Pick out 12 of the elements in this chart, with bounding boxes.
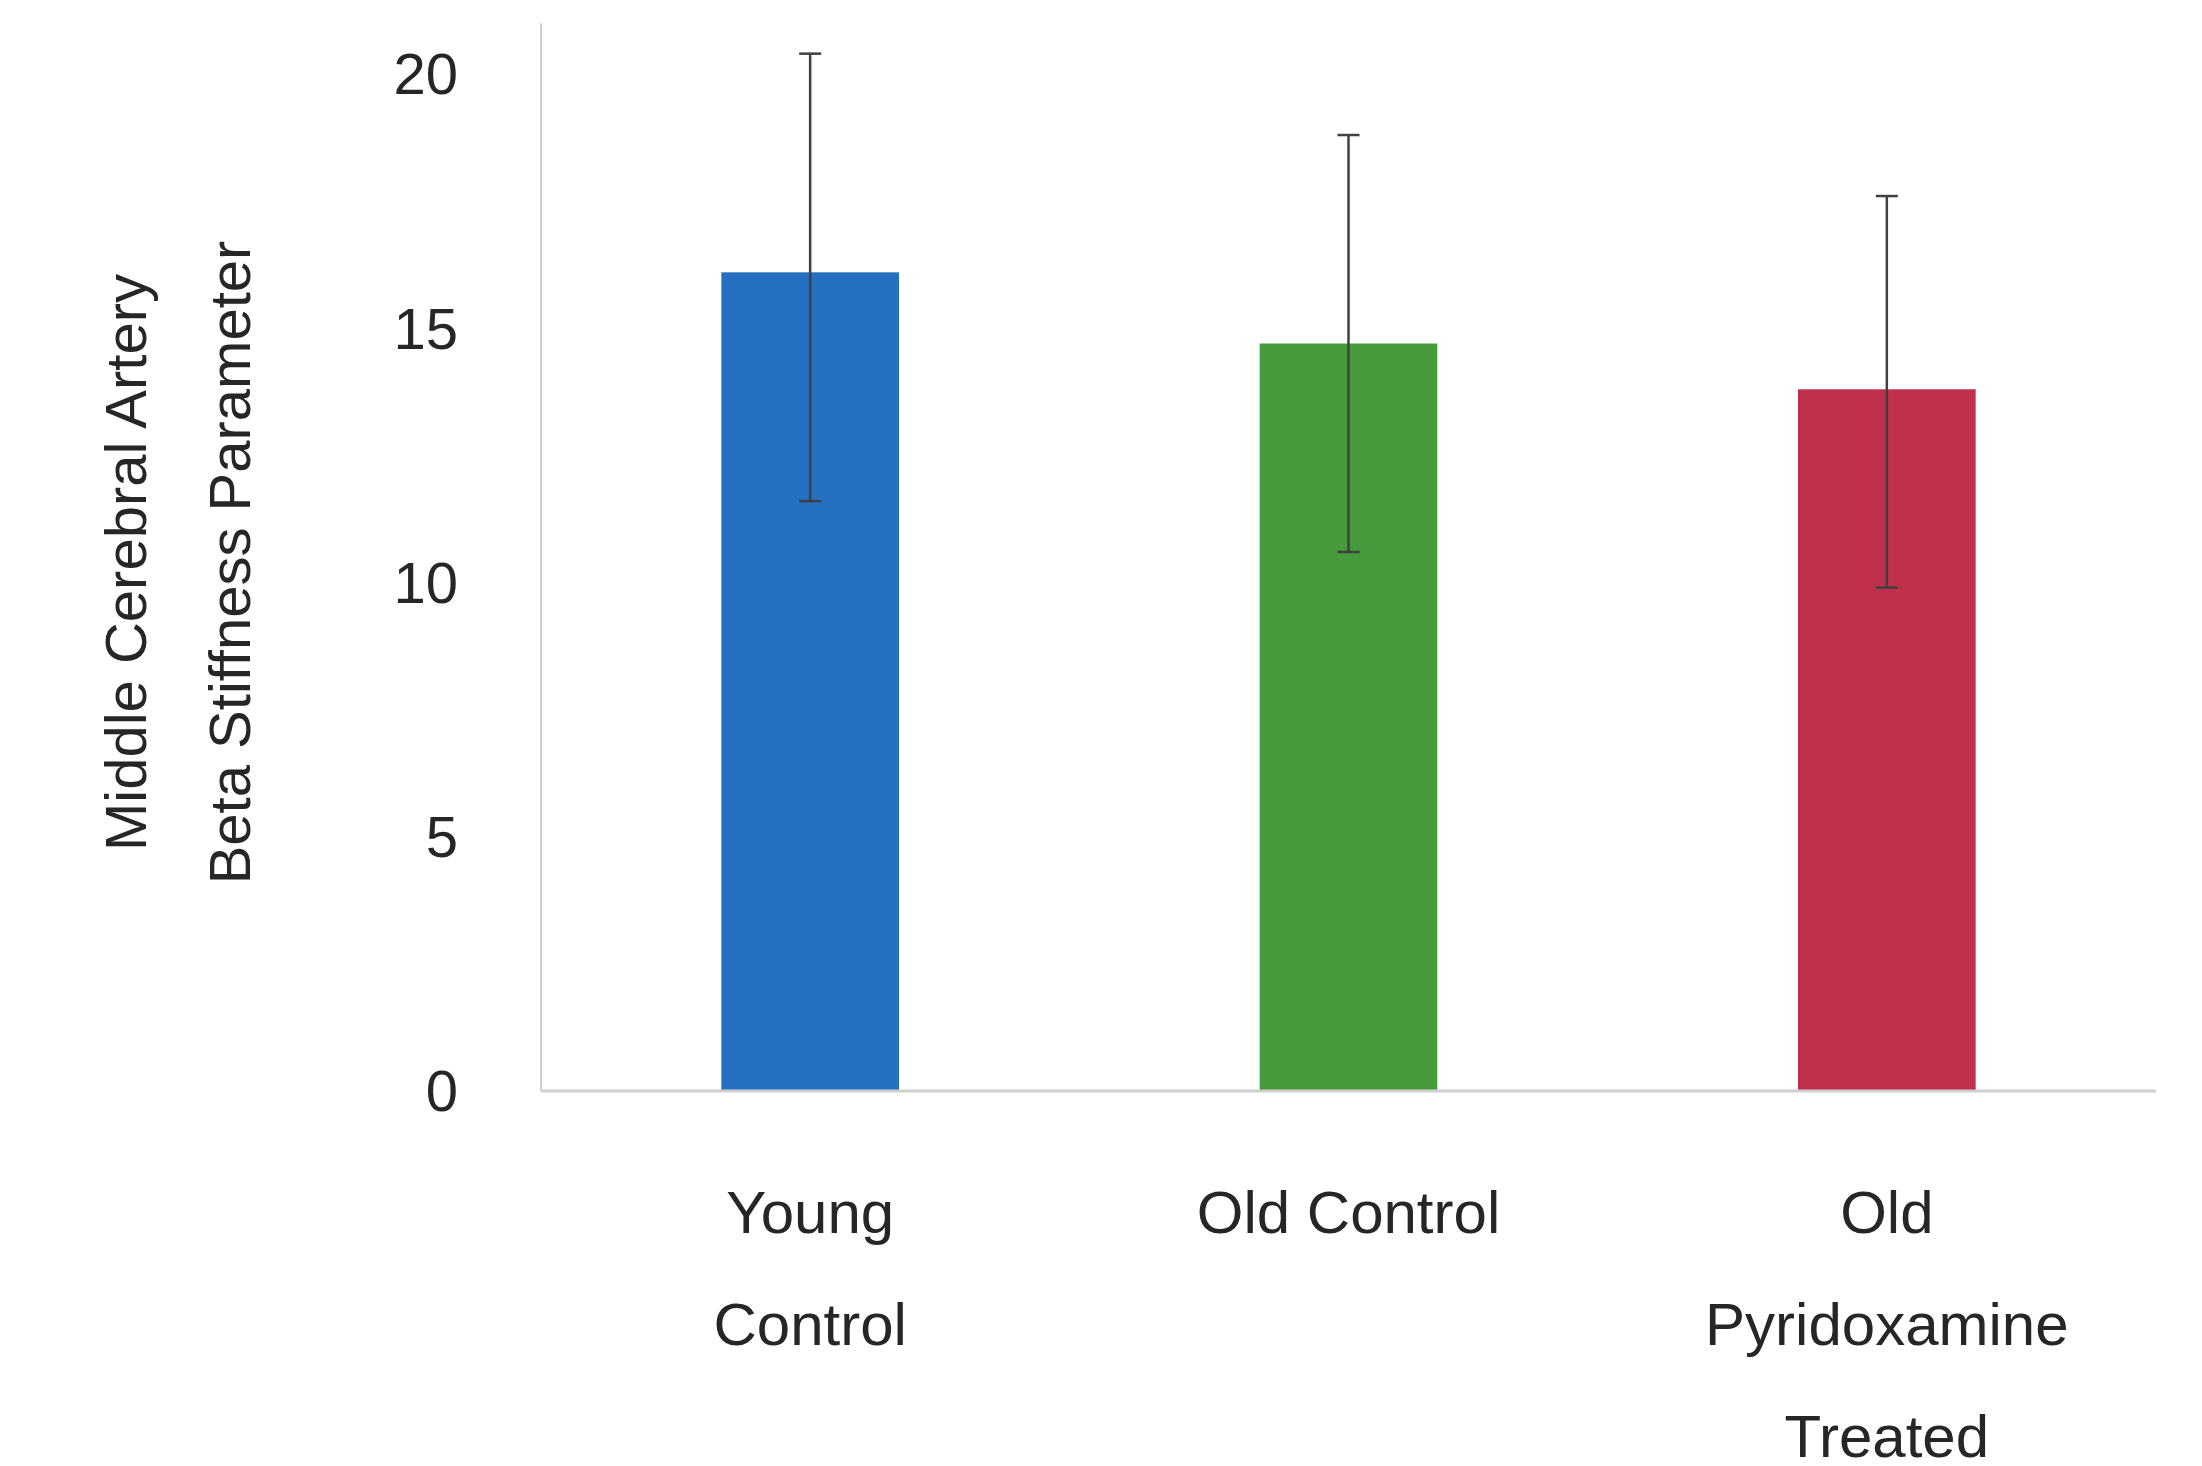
bar bbox=[1259, 343, 1438, 1091]
x-tick-label: Young Control bbox=[713, 1179, 907, 1358]
y-axis-title: Middle Cerebral Artery Beta Stiffness Parameter bbox=[93, 240, 262, 885]
x-tick-label: Old Pyridoxamine Treated bbox=[1705, 1179, 2069, 1466]
y-tick-label: 15 bbox=[393, 295, 458, 361]
y-tick-label: 0 bbox=[425, 1058, 458, 1124]
bar bbox=[721, 272, 899, 1091]
x-tick-label: Old Control bbox=[1196, 1179, 1501, 1246]
y-tick-label: 20 bbox=[393, 41, 458, 107]
bar bbox=[1798, 389, 1976, 1091]
y-tick-label: 10 bbox=[393, 549, 458, 615]
y-tick-label: 5 bbox=[425, 804, 458, 870]
